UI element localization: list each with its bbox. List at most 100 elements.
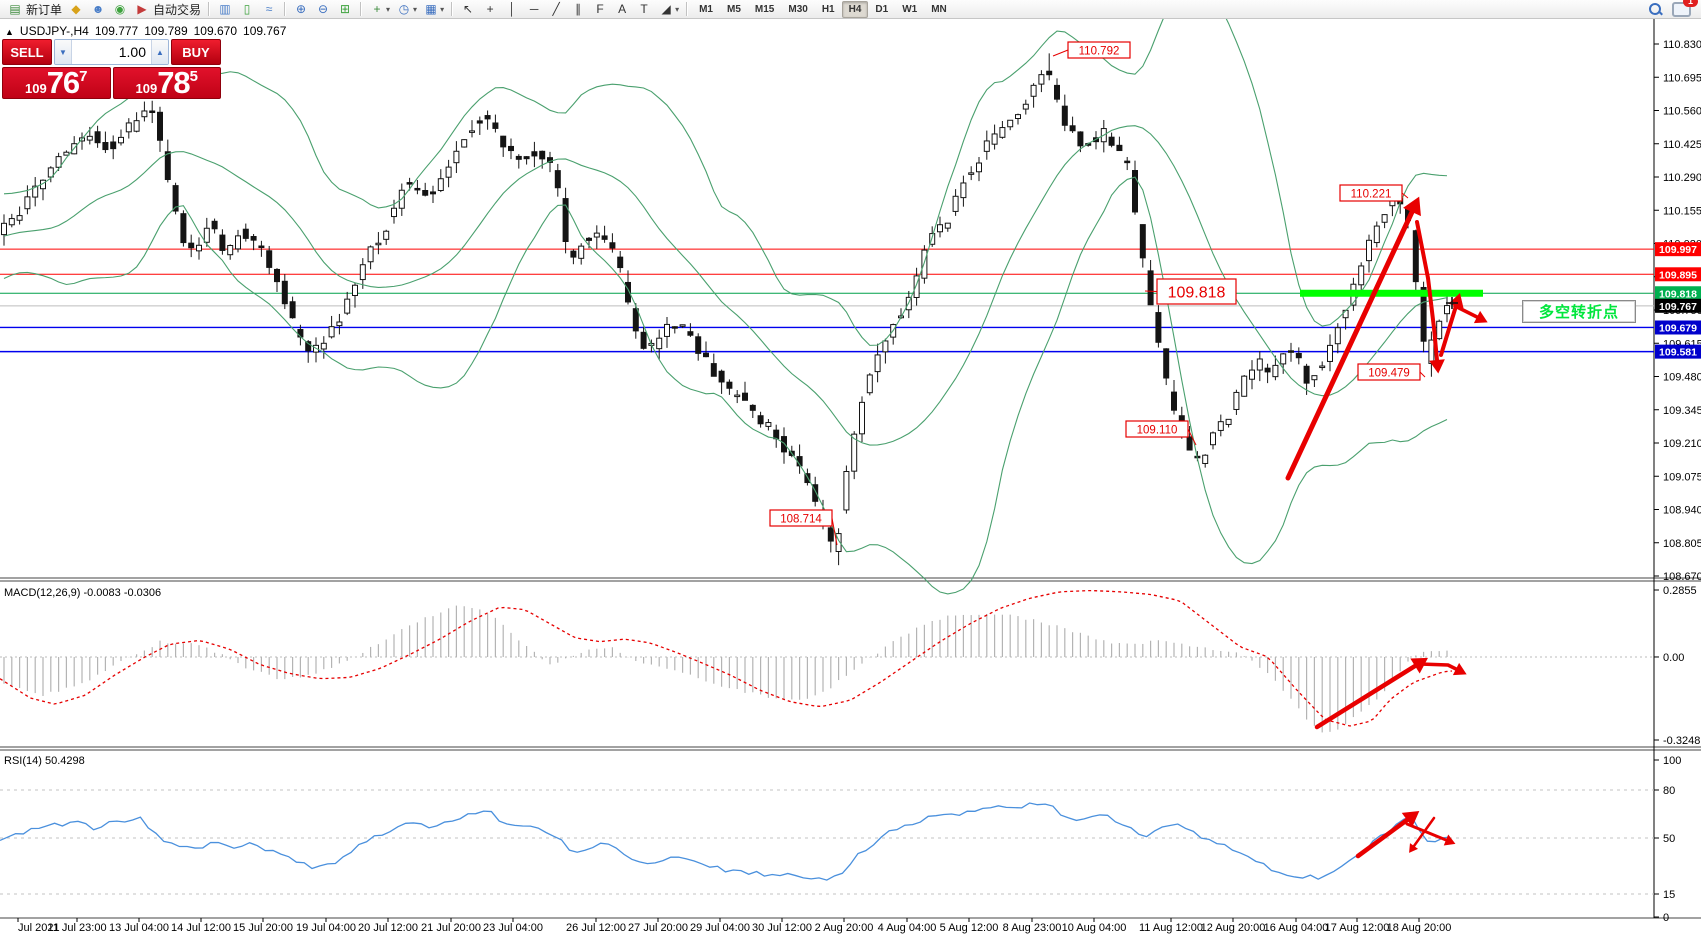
templates-button[interactable]: ▦ ▾ (420, 1, 447, 18)
autotrading-icon: ▶ (137, 1, 147, 16)
cursor-tool[interactable]: ↖ (457, 1, 479, 18)
time-axis-label: 26 Jul 12:00 (566, 922, 626, 934)
rsi-axis-tick: 15 (1663, 889, 1675, 901)
signals-icon[interactable]: ◉ (109, 1, 131, 18)
volume-decrease-button[interactable]: ▼ (55, 40, 72, 64)
price-axis-tick: 110.695 (1663, 72, 1701, 84)
time-axis-label: 27 Jul 20:00 (628, 922, 688, 934)
time-axis-label: Jul 2021 (18, 922, 60, 934)
accounts-icon-icon: ☻ (91, 1, 105, 16)
search-icon[interactable] (1649, 2, 1663, 16)
arrows-icon: ◢ (661, 1, 671, 16)
crosshair-icon: + (486, 1, 494, 16)
signals-icon-icon: ◉ (114, 1, 126, 16)
text-icon: A (618, 1, 627, 16)
rsi-indicator-label: RSI(14) 50.4298 (4, 755, 85, 767)
timeframe-w1-button[interactable]: W1 (902, 3, 918, 15)
text-tool[interactable]: A (611, 1, 633, 18)
sell-price-main: 76 (46, 65, 80, 100)
horizontal-line-icon: ─ (529, 1, 539, 16)
buy-price-main: 78 (157, 65, 190, 100)
indicators-button[interactable]: + ▾ (366, 1, 393, 18)
crosshair-tool[interactable]: + (479, 1, 501, 18)
new-order-button[interactable]: ▤ 新订单 (4, 1, 65, 18)
one-click-trade-panel: SELL ▼ 1.00 ▲ BUY 109 76 7 109 78 5 (2, 39, 221, 99)
tile-windows-button[interactable]: ⊞ (334, 1, 356, 18)
fibonacci-tool[interactable]: F (589, 1, 611, 18)
accounts-icon[interactable]: ☻ (87, 1, 109, 18)
timeframe-h1-button[interactable]: H1 (821, 3, 835, 15)
timeframe-d1-button[interactable]: D1 (875, 3, 889, 15)
timeframe-mn-button[interactable]: MN (931, 3, 947, 15)
rsi-axis-tick: 0 (1663, 912, 1669, 924)
level-price-label: 109.818 (1659, 288, 1697, 300)
timeframe-m1-button[interactable]: M1 (699, 3, 713, 15)
timeframe-m30-button[interactable]: M30 (788, 3, 808, 15)
toolbar-right-group: 1 (1649, 0, 1698, 17)
macd-axis-tick: 0.00 (1663, 652, 1684, 664)
vertical-line-tool[interactable]: │ (501, 1, 523, 18)
line-chart-button[interactable]: ≈ (258, 1, 280, 18)
time-axis-label: 19 Jul 04:00 (296, 922, 356, 934)
time-axis-label: 20 Jul 12:00 (358, 922, 418, 934)
channel-tool[interactable]: ∥ (567, 1, 589, 18)
macd-axis-tick: -0.3248 (1663, 735, 1700, 747)
timeframe-h4-button[interactable]: H4 (841, 0, 869, 18)
sell-button[interactable]: SELL (2, 39, 52, 65)
notifications-button[interactable]: 1 (1672, 0, 1698, 17)
sell-price-pip: 7 (79, 68, 88, 85)
timeframe-m15-button[interactable]: M15 (754, 3, 775, 15)
chart-shift-icon[interactable]: ◆ (65, 1, 87, 18)
symbol-info-bar: ▲ USDJPY-,H4 109.777 109.789 109.670 109… (5, 24, 286, 38)
candlestick-chart-button[interactable]: ▯ (236, 1, 258, 18)
trendline-icon: ╱ (552, 1, 560, 16)
zoom-out-button[interactable]: ⊖ (312, 1, 334, 18)
time-axis-label: 2 Aug 20:00 (815, 922, 874, 934)
rsi-axis-tick: 100 (1663, 755, 1681, 767)
toolbar-separator (686, 2, 689, 16)
rsi-axis-tick: 50 (1663, 833, 1675, 845)
periods-button[interactable]: ◷ ▾ (393, 1, 420, 18)
price-axis-tick: 108.940 (1663, 505, 1701, 517)
volume-input[interactable]: ▼ 1.00 ▲ (54, 39, 169, 65)
turning-point-annotation[interactable]: 多空转折点 (1522, 300, 1636, 323)
buy-button[interactable]: BUY (171, 39, 221, 65)
price-axis-tick: 108.670 (1663, 571, 1701, 583)
tile-windows-icon: ⊞ (340, 1, 351, 16)
zoom-in-button[interactable]: ⊕ (290, 1, 312, 18)
level-price-label: 109.997 (1659, 244, 1697, 256)
timeframe-m5-button[interactable]: M5 (727, 3, 741, 15)
price-axis-tick: 108.805 (1663, 538, 1701, 550)
toolbar-separator (208, 2, 211, 16)
bar-chart-button[interactable]: ▥ (214, 1, 236, 18)
fibonacci-icon: F (596, 1, 604, 16)
time-axis-label: 14 Jul 12:00 (171, 922, 231, 934)
price-axis-tick: 110.155 (1663, 205, 1701, 217)
chevron-down-icon: ▾ (413, 4, 418, 14)
time-axis-label: 29 Jul 04:00 (690, 922, 750, 934)
trendline-tool[interactable]: ╱ (545, 1, 567, 18)
autotrading-button[interactable]: ▶ 自动交易 (131, 1, 204, 18)
chevron-down-icon: ▾ (440, 4, 445, 14)
label-tool[interactable]: T (633, 1, 655, 18)
time-axis-label: 5 Aug 12:00 (940, 922, 999, 934)
sell-price-display[interactable]: 109 76 7 (2, 67, 111, 99)
buy-price-display[interactable]: 109 78 5 (112, 65, 221, 100)
level-price-label: 109.895 (1659, 269, 1697, 281)
time-axis-label: 30 Jul 12:00 (752, 922, 812, 934)
time-axis-label: 8 Aug 23:00 (1003, 922, 1062, 934)
zoom-in-icon: ⊕ (296, 1, 307, 16)
volume-increase-button[interactable]: ▲ (151, 40, 168, 64)
vertical-line-icon: │ (508, 1, 516, 16)
horizontal-line-tool[interactable]: ─ (523, 1, 545, 18)
volume-value[interactable]: 1.00 (118, 44, 146, 60)
collapse-panel-icon[interactable]: ▲ (5, 27, 14, 37)
symbol-period-label: USDJPY-,H4 (19, 24, 89, 38)
time-axis-label: 13 Jul 04:00 (109, 922, 169, 934)
time-axis-label: 11 Jul 23:00 (47, 922, 106, 934)
level-price-label: 109.767 (1659, 301, 1697, 313)
time-axis-label: 10 Aug 04:00 (1062, 922, 1127, 934)
arrows-tool[interactable]: ◢ ▾ (655, 1, 682, 18)
time-axis-label: 11 Aug 12:00 (1139, 922, 1203, 934)
